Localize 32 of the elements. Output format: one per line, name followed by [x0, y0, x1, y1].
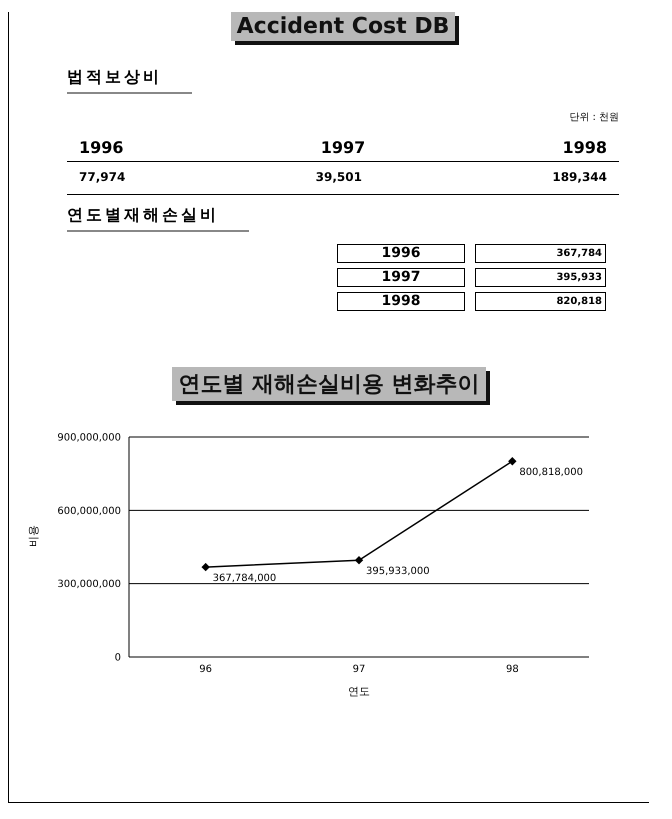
chart-title: 연도별 재해손실비용 변화추이 [172, 367, 486, 401]
y-tick-label: 0 [114, 652, 121, 664]
data-label: 395,933,000 [366, 566, 430, 578]
x-tick-label: 96 [199, 664, 212, 676]
category-label: 1996 [79, 138, 124, 157]
data-label: 800,818,000 [519, 467, 583, 478]
category-label: 1997 [337, 268, 465, 287]
y-tick-label: 600,000,000 [57, 506, 121, 517]
text: 189,344 [552, 170, 607, 184]
text: 395,933 [556, 272, 602, 283]
text: 단위 : 천원 [568, 111, 619, 124]
x-tick-label: 98 [506, 664, 519, 676]
y-axis-title: 비용 [26, 525, 40, 547]
data-label: 367,784,000 [212, 573, 276, 584]
text: 367,784 [556, 248, 602, 259]
text: 법적보상비 [67, 67, 192, 94]
text: 820,818 [556, 296, 602, 307]
text: 연도별재해손실비 [67, 205, 249, 232]
x-tick-label: 97 [352, 664, 366, 676]
text: 77,974 [79, 170, 126, 184]
x-axis-title: 연도 [348, 685, 370, 698]
y-tick-label: 900,000,000 [57, 432, 121, 444]
point [355, 556, 363, 564]
y-tick-label: 300,000,000 [57, 579, 121, 590]
text: 39,501 [316, 170, 362, 184]
text: Accident Cost DB [230, 12, 456, 41]
category-label: 1998 [562, 138, 607, 157]
category-label: 1998 [337, 292, 465, 311]
category-label: 1996 [337, 244, 465, 263]
point [508, 457, 516, 466]
category-label: 1997 [320, 138, 366, 157]
point [202, 563, 210, 572]
